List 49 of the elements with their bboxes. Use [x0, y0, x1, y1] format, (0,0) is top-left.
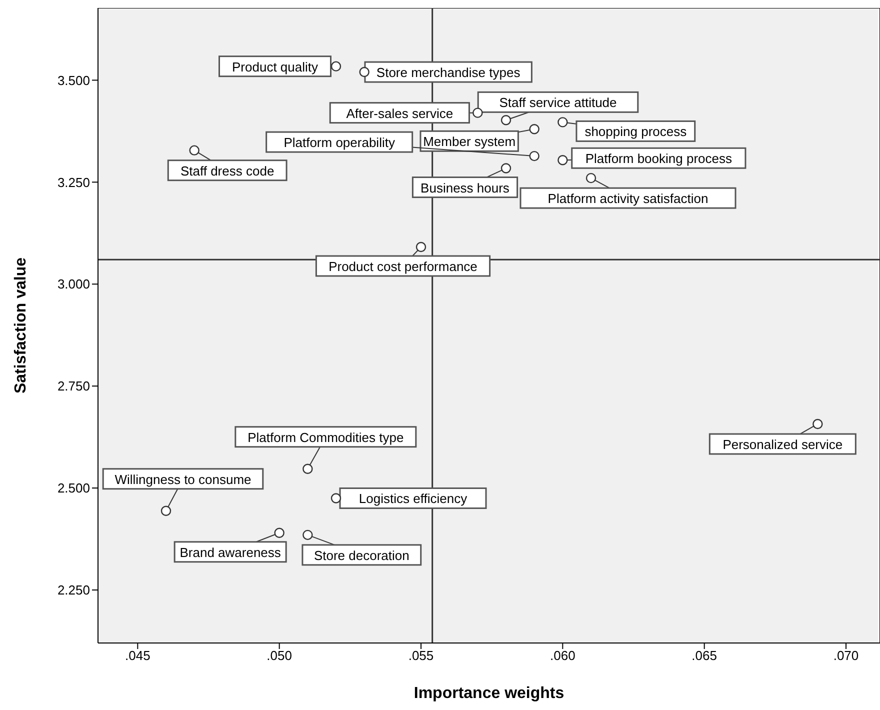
y-tick-label: 2.750 — [57, 378, 90, 394]
x-tick-label: .065 — [692, 648, 717, 664]
y-axis-title: Satisfaction value — [12, 257, 30, 394]
annotation: shopping process — [584, 124, 688, 140]
annotation: Staff dress code — [180, 163, 274, 178]
y-tick-label: 2.500 — [57, 480, 90, 496]
annotation: Product quality — [232, 59, 318, 74]
annotation: Platform Commodities type — [248, 430, 404, 445]
point — [160, 506, 172, 516]
point — [529, 150, 540, 162]
x-axis-title: Importance weights — [414, 685, 564, 702]
point — [416, 242, 426, 252]
point — [274, 528, 284, 538]
x-tick-label: .070 — [833, 648, 859, 664]
point — [558, 117, 568, 128]
annotation: After-sales service — [346, 106, 454, 121]
annotation: Willingness to consume — [114, 472, 252, 487]
x-tick-label: .055 — [408, 648, 434, 664]
annotation: Brand awareness — [180, 544, 282, 560]
annotation: Logistics efficiency — [358, 491, 468, 506]
y-tick-label: 3.000 — [57, 276, 90, 292]
annotation: Product cost performance — [328, 258, 478, 274]
x-tick-label: .050 — [266, 648, 292, 664]
point — [529, 124, 540, 134]
annotation: Personalized service — [722, 436, 843, 452]
y-tick-label: 2.250 — [57, 582, 90, 598]
annotation: Store decoration — [314, 548, 410, 563]
point — [500, 115, 512, 126]
annotation: Member system — [423, 134, 516, 150]
x-tick-label: .060 — [550, 648, 576, 664]
annotation: Platform activity satisfaction — [548, 191, 708, 206]
point — [302, 530, 313, 540]
y-tick-label: 3.250 — [57, 174, 90, 190]
point — [302, 464, 313, 474]
point — [812, 418, 823, 430]
x-tick-label: .045 — [125, 648, 150, 664]
y-tick-label: 3.500 — [57, 72, 90, 88]
annotation: Store merchandise types — [376, 65, 521, 80]
annotation: Staff service attitude — [499, 95, 617, 110]
point — [558, 155, 568, 166]
point — [359, 66, 370, 78]
point — [189, 145, 200, 156]
point — [586, 172, 596, 184]
annotation: Business hours — [420, 180, 510, 196]
annotation: Platform operability — [284, 135, 396, 150]
point — [500, 163, 512, 174]
point — [330, 61, 342, 72]
point — [330, 493, 342, 504]
point — [472, 108, 483, 118]
